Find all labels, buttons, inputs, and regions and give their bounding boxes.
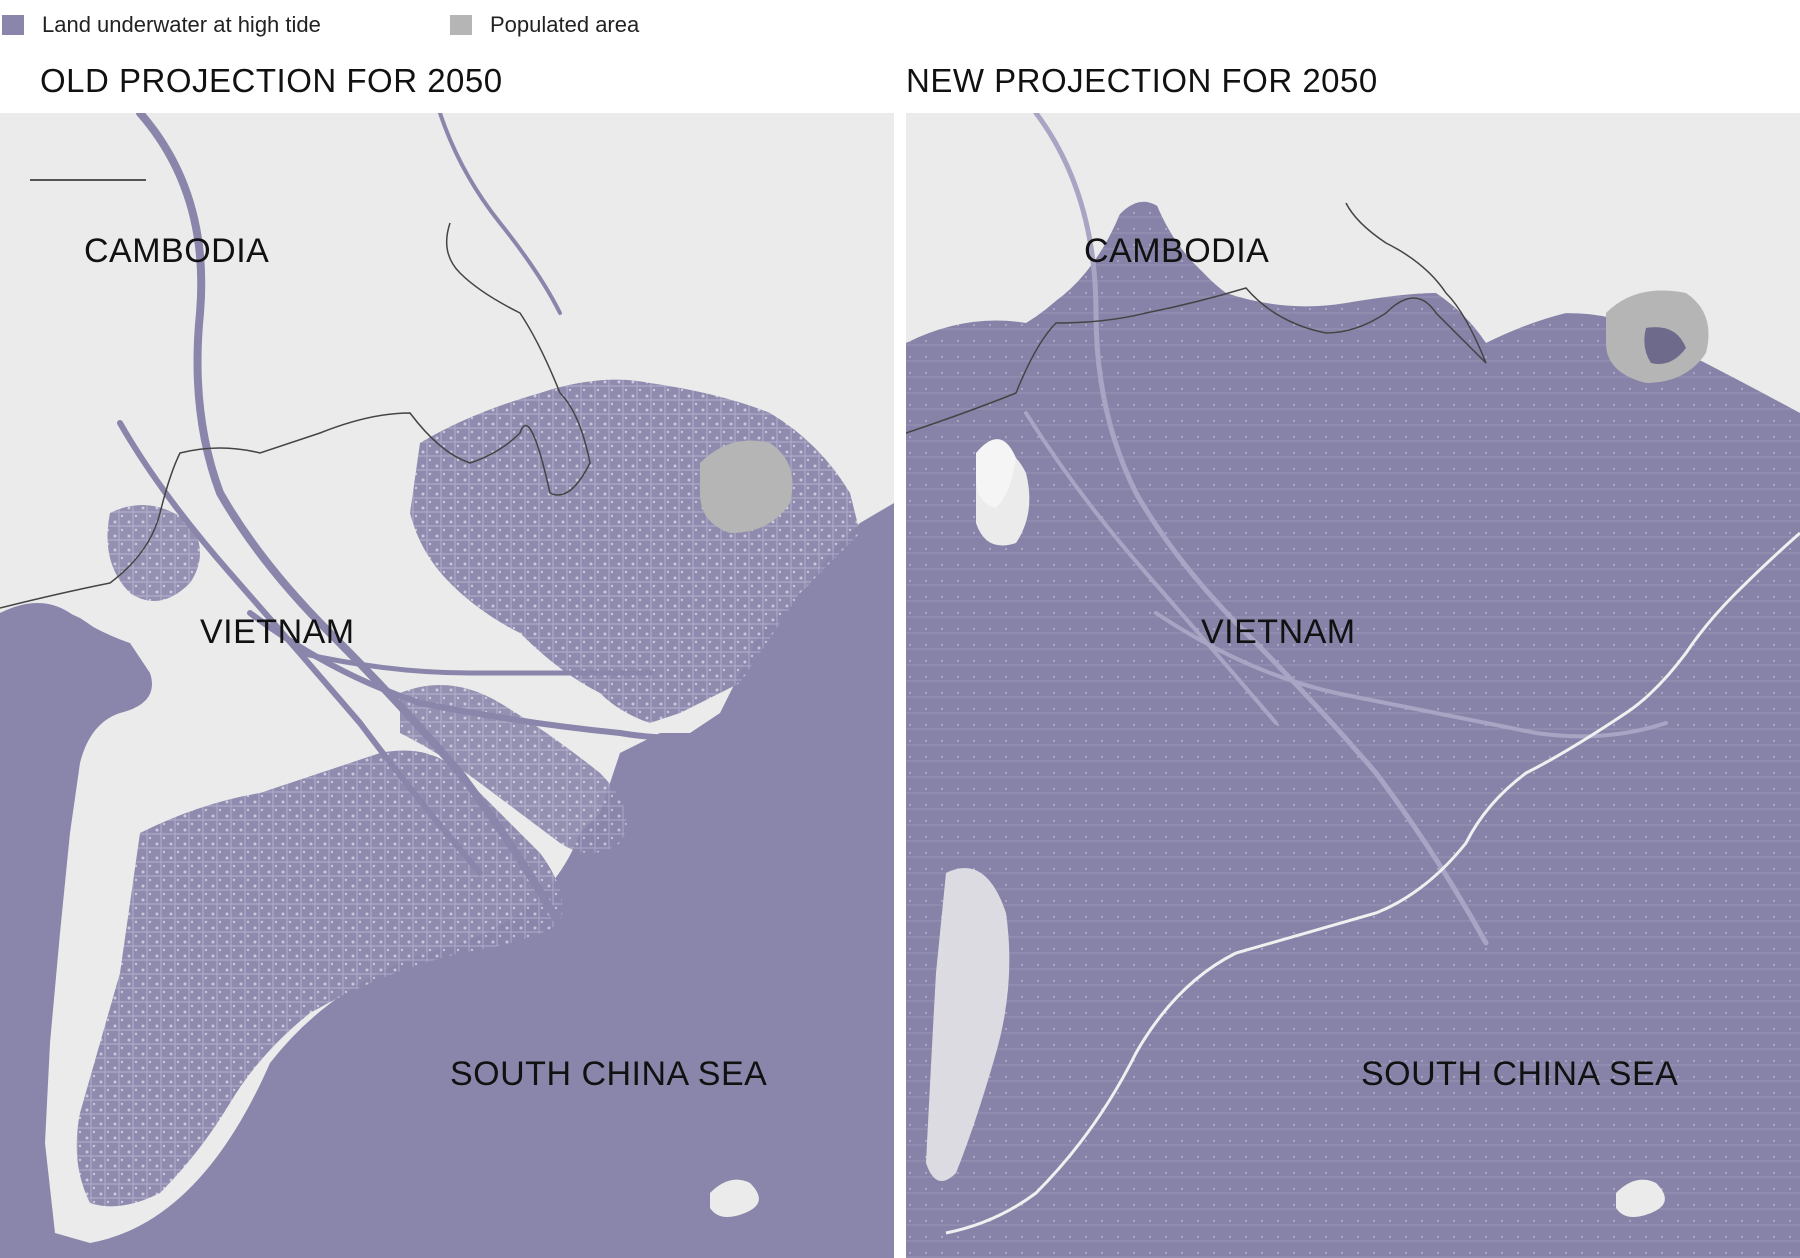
dry-land-north — [906, 113, 1800, 403]
legend-item-underwater: Land underwater at high tide — [2, 12, 321, 38]
map-old-projection: CAMBODIA VIETNAM SOUTH CHINA SEA — [0, 113, 894, 1258]
label-vietnam: VIETNAM — [200, 613, 355, 651]
populated-area — [700, 440, 793, 533]
label-sea: SOUTH CHINA SEA — [450, 1055, 767, 1093]
island — [1616, 1179, 1665, 1217]
legend: Land underwater at high tide Populated a… — [0, 12, 800, 38]
flood-region-center — [400, 685, 627, 853]
underwater-swatch — [2, 15, 24, 35]
coastline — [945, 531, 1800, 1235]
label-cambodia: CAMBODIA — [84, 232, 269, 270]
island — [710, 1179, 759, 1217]
flood-region-northwest — [107, 505, 200, 601]
flood-region-southwest — [76, 750, 563, 1207]
legend-label-underwater: Land underwater at high tide — [42, 12, 321, 37]
map-new-svg: CAMBODIA VIETNAM SOUTH CHINA SEA — [906, 113, 1800, 1258]
country-border — [906, 202, 1487, 434]
label-cambodia: CAMBODIA — [1084, 232, 1269, 270]
dry-land-southwest — [926, 868, 1010, 1181]
populated-swatch — [450, 15, 472, 35]
label-sea: SOUTH CHINA SEA — [1361, 1055, 1678, 1093]
label-vietnam: VIETNAM — [1201, 613, 1356, 651]
country-border — [0, 222, 591, 609]
panel-title-new: NEW PROJECTION FOR 2050 — [906, 62, 1378, 99]
flood-region-main — [906, 201, 1800, 1258]
legend-label-populated: Populated area — [490, 12, 640, 37]
panel-title-old: OLD PROJECTION FOR 2050 — [40, 62, 503, 99]
legend-item-populated: Populated area — [450, 12, 639, 38]
rivers — [117, 113, 743, 947]
sea-area — [0, 503, 894, 1258]
map-old-svg: CAMBODIA VIETNAM SOUTH CHINA SEA — [0, 113, 894, 1258]
map-new-projection: CAMBODIA VIETNAM SOUTH CHINA SEA — [906, 113, 1800, 1258]
